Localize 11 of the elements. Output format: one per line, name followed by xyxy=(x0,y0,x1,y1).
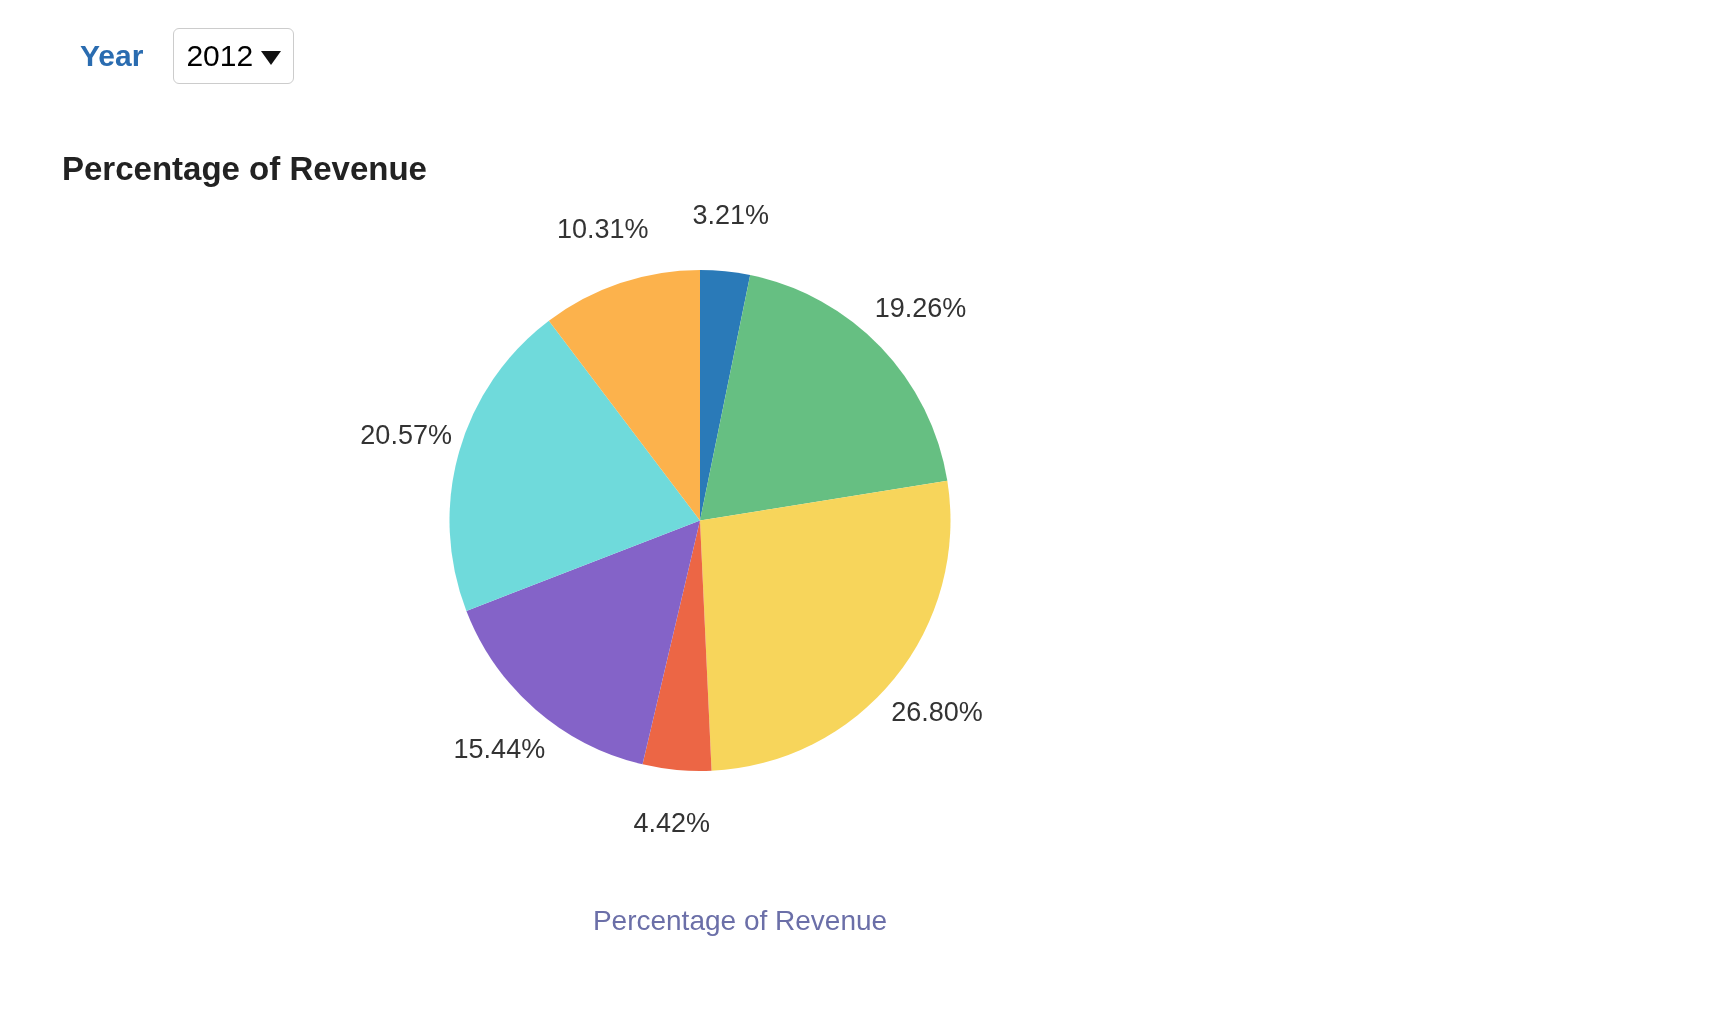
text: 2012 xyxy=(173,28,295,84)
data-label: 19.26% xyxy=(874,292,967,323)
text: Year xyxy=(80,39,144,73)
data-label: 15.44% xyxy=(453,734,546,765)
chart-title: Percentage of Revenue xyxy=(62,150,427,188)
data-label: 20.57% xyxy=(360,420,452,451)
data-label: 26.80% xyxy=(891,696,983,727)
data-label: 10.31% xyxy=(556,214,649,245)
data-label: 3.21% xyxy=(692,200,770,230)
text: Percentage of Revenue xyxy=(591,905,889,937)
data-label: 4.42% xyxy=(633,808,711,839)
